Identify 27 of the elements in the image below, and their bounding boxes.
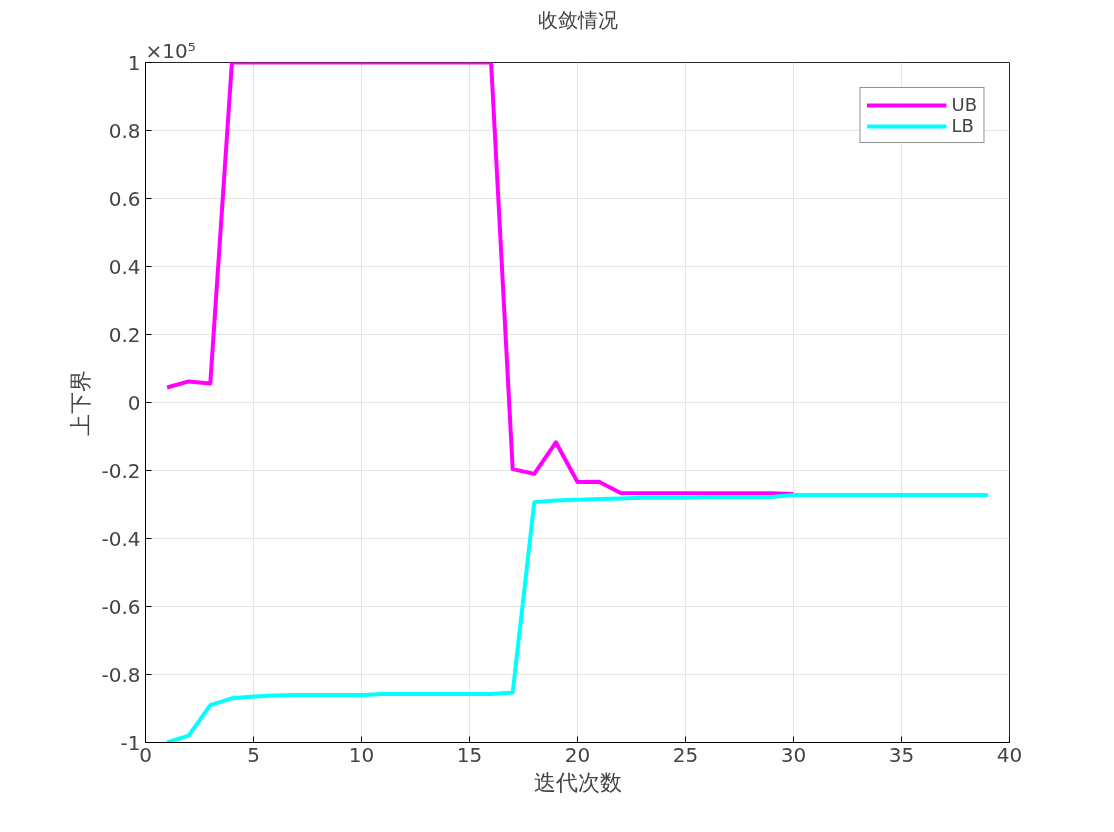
chart-title: 收敛情况 xyxy=(537,7,618,32)
y-tick-label: -0.8 xyxy=(101,662,141,687)
x-axis-title: 迭代次数 xyxy=(533,769,622,795)
x-tick-label: 40 xyxy=(996,742,1023,767)
y-tick-label: -0.6 xyxy=(101,594,141,619)
y-tick-label: 1 xyxy=(127,50,141,75)
legend-label: UB xyxy=(951,94,977,115)
y-tick-label: 0.8 xyxy=(108,118,141,143)
y-tick-label: 0 xyxy=(127,390,141,415)
line-series xyxy=(165,492,990,743)
x-tick-label: 10 xyxy=(348,742,375,767)
x-tick-label: 15 xyxy=(456,742,483,767)
y-tick-label: -0.4 xyxy=(101,526,141,551)
line-series xyxy=(165,62,796,496)
y-tick-label: 0.2 xyxy=(108,322,141,347)
x-tick-label: 30 xyxy=(780,742,807,767)
y-tick-label: 0.6 xyxy=(108,186,141,211)
y-tick-label: 0.4 xyxy=(108,254,141,279)
y-tick-label: -1 xyxy=(120,730,141,755)
x-tick-label: 5 xyxy=(247,742,260,767)
annotation: ×10⁵ xyxy=(145,38,196,63)
x-tick-label: 35 xyxy=(888,742,915,767)
legend-label: LB xyxy=(951,115,974,136)
x-tick-label: 25 xyxy=(672,742,699,767)
y-tick-label: -0.2 xyxy=(101,458,141,483)
x-tick-label: 20 xyxy=(564,742,591,767)
y-axis-title: 上下界 xyxy=(68,369,94,436)
